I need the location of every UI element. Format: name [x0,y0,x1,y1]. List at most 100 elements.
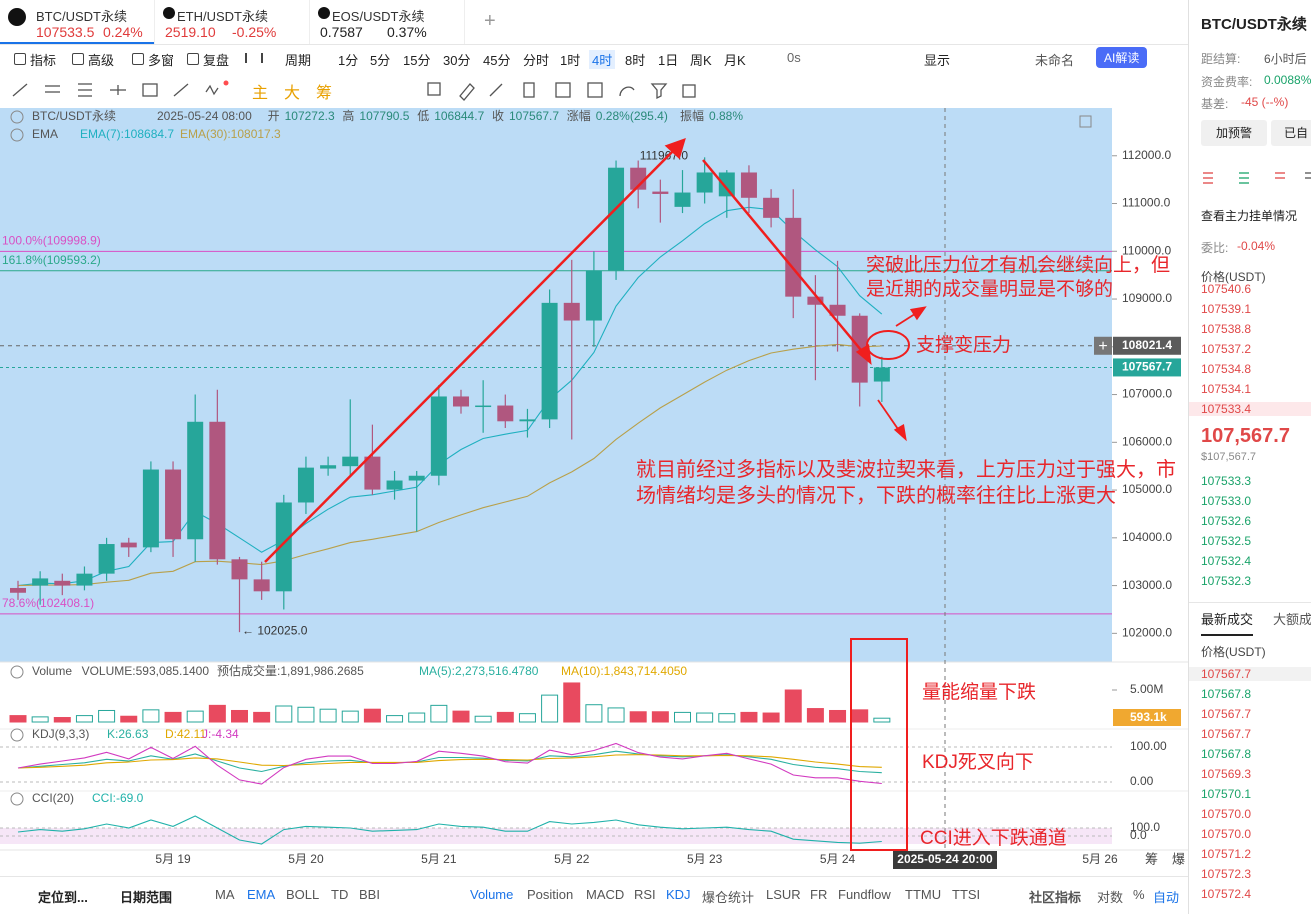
y-tick-label: 111000.0 [1122,196,1171,210]
candle-body [120,542,137,548]
ema-line [17,343,882,587]
indicator-button[interactable]: MA [215,887,235,902]
depth-view-icons[interactable] [1199,168,1311,188]
tab[interactable]: ETH/USDT永续 2519.10 -0.25% [155,0,310,44]
depth-link[interactable]: 查看主力挂单情况 [1201,209,1298,223]
interval-button[interactable]: 4时 [589,50,616,69]
axis-option[interactable]: % [1133,887,1145,902]
side-panel: BTC/USDT永续 距结算: 6小时后 资金费率: 0.0088% 基差: -… [1188,0,1311,914]
overlay-button[interactable]: 主 [252,85,269,102]
volume-bar [386,715,404,723]
add-tab-icon[interactable]: + [484,10,496,32]
expand-icon[interactable] [1079,115,1092,128]
volume-bar [253,711,271,723]
bid-ask-ratio: -0.04% [1237,239,1276,253]
price-tag [1113,358,1181,377]
y-tick-label: 100.00 [1130,739,1167,753]
crosshair-plus[interactable] [1094,336,1112,355]
legend-text: 高 [342,108,354,123]
collapse-icon[interactable] [10,792,24,806]
indicator-button[interactable]: Volume [470,887,514,902]
interval-button[interactable]: 5分 [370,53,391,68]
overlay-button[interactable]: 筹 [316,85,333,102]
trade-tab[interactable]: 最新成交 [1201,612,1254,627]
indicator-button[interactable]: EMA [247,887,276,902]
toolbar-button[interactable]: 复盘 [203,53,230,68]
collapse-icon[interactable] [10,665,24,679]
period-menu[interactable]: 周期 [285,53,312,68]
date-range[interactable]: 日期范围 [120,890,173,905]
indicator-button[interactable]: BBI [359,887,380,902]
button[interactable]: 加预警 [1201,120,1267,146]
layout-name[interactable]: 未命名 [1035,53,1075,68]
interval-button[interactable]: 45分 [483,53,511,68]
axis-option[interactable]: 对数 [1097,890,1124,905]
display-menu[interactable]: 显示 [924,53,951,68]
collapse-icon[interactable] [10,128,24,142]
settlement: 6小时后 [1264,52,1307,66]
candle-body [453,396,469,407]
candle-body [763,197,780,218]
ask-price: 107534.1 [1201,382,1252,396]
legend-entry: K:26.63 [107,727,149,741]
volume-bar [541,694,559,723]
interval-button[interactable]: 8时 [625,53,646,68]
candle-body [209,421,226,560]
volume-bar [186,710,204,723]
indicator-button[interactable]: TD [331,887,349,902]
interval-button[interactable]: 15分 [403,53,431,68]
indicator-button[interactable]: 爆仓统计 [702,890,755,905]
indicator-button[interactable]: LSUR [766,887,801,902]
volume-bar [341,710,359,723]
indicator-button[interactable]: Position [527,887,574,902]
legend-text: BTC/USDT永续 [32,109,116,123]
x-tick-label: 5月 20 [288,852,324,866]
collapse-icon[interactable] [10,728,24,742]
crosshair-price: 108021.4 [1122,338,1172,352]
interval-button[interactable]: 周K [690,53,712,68]
indicator-button[interactable]: KDJ [666,887,691,902]
y-tick-label: 5.00M [1130,682,1163,696]
arrow-head [664,138,686,160]
indicator-button[interactable]: MACD [586,887,625,902]
indicator-button[interactable]: BOLL [286,887,320,902]
indicator-button[interactable]: TTSI [952,887,981,902]
volume-bar [873,717,891,723]
overlay-button[interactable]: 大 [284,85,301,102]
legend-entry: D:42.11 [165,727,206,741]
tab[interactable]: BTC/USDT永续 107533.5 0.24% [0,0,155,44]
ai-button[interactable]: AI解读 [1096,47,1148,68]
toolbar: 指标 高级 多窗 复盘 周期 1分 5分 15分 30分 45分 分时 1时 4时 8时 1日 周K 月K 0s 显… [0,44,1188,72]
toolbar-button[interactable]: 高级 [88,53,115,68]
button[interactable]: 已自 [1271,120,1311,146]
community-indicators[interactable]: 社区指标 [1029,890,1082,905]
toolbar-button[interactable]: 指标 [30,53,57,68]
candle-body [475,405,492,408]
ema-line [17,206,883,587]
interval-button[interactable]: 1时 [560,53,581,68]
interval-button[interactable]: 30分 [443,53,471,68]
trade-tab[interactable]: 大额成 [1273,612,1311,627]
indicator-button[interactable]: RSI [634,887,656,902]
interval-button[interactable]: 1日 [658,53,679,68]
tab[interactable]: EOS/USDT永续 0.7587 0.37% [310,0,465,44]
legend-text: 106844.7 [434,109,484,123]
indicator-button[interactable]: Fundflow [838,887,891,902]
locate-button[interactable]: 定位到... [38,890,88,905]
axis-option[interactable]: 自动 [1153,890,1180,905]
volume-bar [142,709,160,723]
toolbar-button[interactable]: 多窗 [148,53,175,68]
collapse-icon[interactable] [10,110,24,124]
x-tick-label: 5月 21 [421,852,457,866]
volume-bar [297,706,315,723]
tool-icons [427,82,696,101]
interval-button[interactable]: 分时 [523,53,550,68]
candle-body [187,421,204,540]
interval-button[interactable]: 月K [724,53,746,68]
interval-button[interactable]: 1分 [338,53,359,68]
trade-price: 107569.3 [1201,767,1252,781]
indicator-button[interactable]: TTMU [905,887,942,902]
indicator-button[interactable]: FR [810,887,828,902]
volume-bar [518,713,536,723]
kdj-line [17,742,882,785]
